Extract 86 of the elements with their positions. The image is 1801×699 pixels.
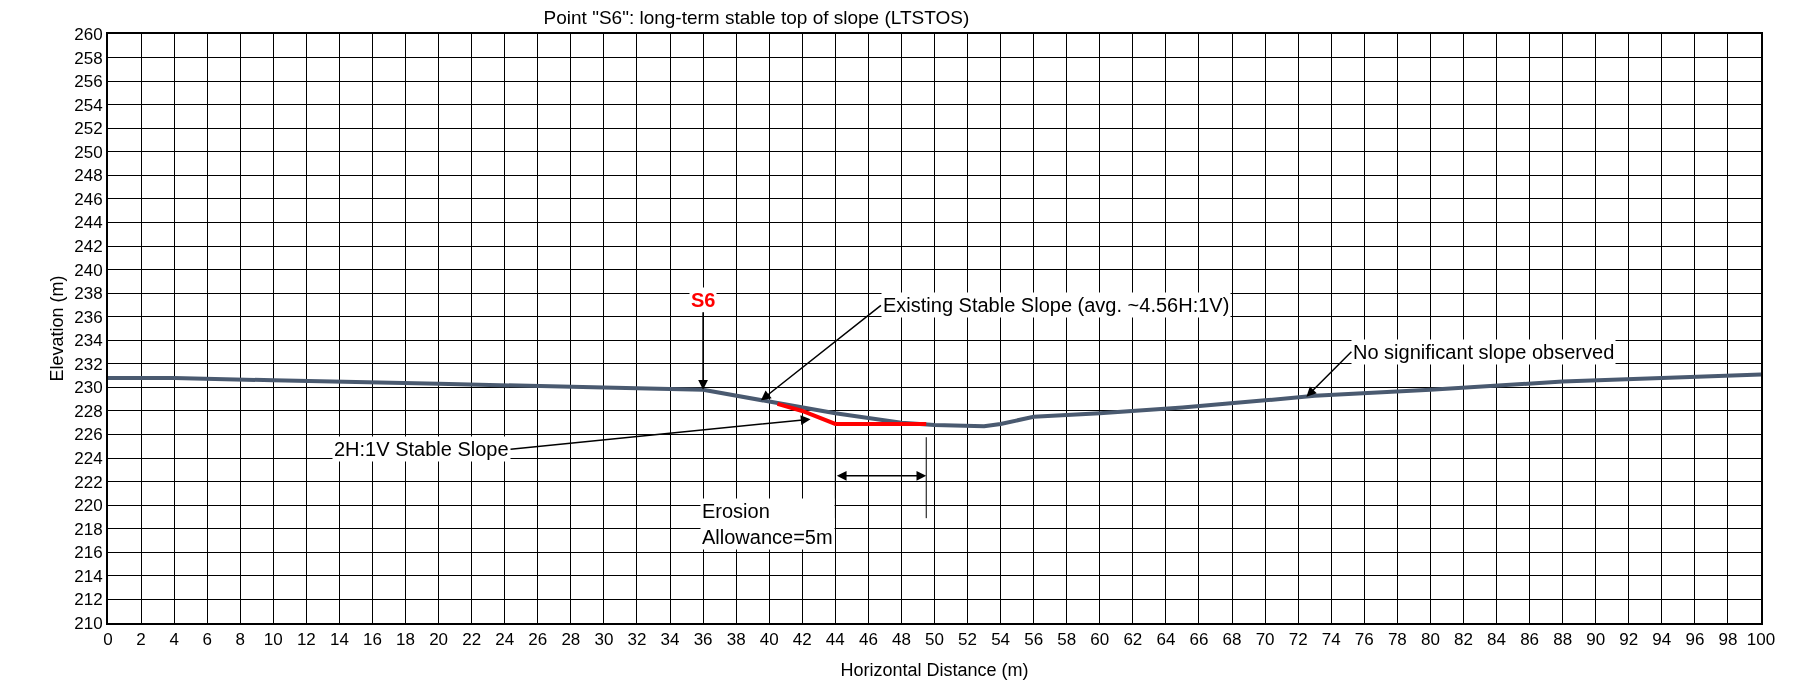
x-tick-label: 0 — [103, 630, 113, 650]
x-tick-label: 96 — [1685, 630, 1705, 650]
x-tick-label: 80 — [1420, 630, 1440, 650]
x-tick-label: 68 — [1222, 630, 1242, 650]
x-tick-label: 34 — [660, 630, 680, 650]
x-tick-label: 28 — [561, 630, 581, 650]
y-tick-label: 228 — [74, 401, 103, 421]
y-tick-label: 246 — [74, 189, 103, 209]
x-tick-label: 38 — [726, 630, 746, 650]
x-tick-label: 72 — [1288, 630, 1308, 650]
y-tick-label: 222 — [74, 472, 103, 492]
x-tick-label: 58 — [1057, 630, 1077, 650]
x-tick-label: 8 — [235, 630, 245, 650]
x-tick-label: 74 — [1321, 630, 1341, 650]
y-tick-label: 224 — [74, 449, 103, 469]
x-tick-label: 78 — [1387, 630, 1407, 650]
x-tick-label: 90 — [1586, 630, 1606, 650]
x-tick-label: 36 — [693, 630, 713, 650]
y-tick-label: 218 — [74, 519, 103, 539]
y-tick-label: 234 — [74, 331, 103, 351]
y-tick-label: 260 — [74, 24, 103, 44]
y-tick-label: 252 — [74, 119, 103, 139]
x-tick-label: 52 — [958, 630, 978, 650]
y-tick-label: 214 — [74, 566, 103, 586]
x-tick-label: 20 — [429, 630, 449, 650]
x-tick-label: 26 — [528, 630, 548, 650]
x-tick-label: 76 — [1354, 630, 1374, 650]
x-tick-label: 98 — [1718, 630, 1738, 650]
y-tick-label: 258 — [74, 48, 103, 68]
y-tick-label: 248 — [74, 166, 103, 186]
x-tick-label: 62 — [1123, 630, 1143, 650]
x-tick-label: 30 — [594, 630, 614, 650]
y-tick-label: 250 — [74, 142, 103, 162]
x-tick-label: 94 — [1652, 630, 1672, 650]
x-tick-label: 18 — [396, 630, 415, 650]
annotation: No significant slope observed — [1353, 341, 1615, 363]
x-tick-label: 4 — [169, 630, 179, 650]
x-tick-label: 42 — [792, 630, 812, 650]
x-tick-label: 14 — [329, 630, 349, 650]
x-tick-label: 100 — [1746, 630, 1776, 650]
x-tick-label: 56 — [1024, 630, 1044, 650]
x-tick-label: 92 — [1619, 630, 1639, 650]
y-tick-label: 244 — [74, 213, 103, 233]
x-tick-label: 2 — [136, 630, 146, 650]
y-axis-title: Elevation (m) — [46, 275, 67, 382]
y-tick-label: 230 — [74, 378, 103, 398]
y-tick-label: 220 — [74, 496, 103, 516]
x-tick-label: 24 — [495, 630, 515, 650]
x-tick-label: 82 — [1454, 630, 1473, 650]
x-tick-label: 32 — [627, 630, 647, 650]
x-tick-label: 86 — [1520, 630, 1540, 650]
x-tick-label: 88 — [1553, 630, 1573, 650]
y-tick-label: 210 — [74, 613, 103, 633]
x-tick-label: 22 — [462, 630, 482, 650]
x-tick-label: 70 — [1255, 630, 1275, 650]
y-tick-label: 254 — [74, 95, 103, 115]
y-tick-label: 256 — [74, 72, 103, 92]
annotation: Existing Stable Slope (avg. ~4.56H:1V) — [883, 294, 1230, 316]
x-tick-label: 60 — [1090, 630, 1110, 650]
x-tick-label: 40 — [759, 630, 779, 650]
y-tick-label: 240 — [74, 260, 103, 280]
y-tick-label: 242 — [74, 236, 103, 256]
x-tick-label: 10 — [263, 630, 283, 650]
x-tick-label: 46 — [858, 630, 878, 650]
y-tick-label: 236 — [74, 307, 103, 327]
x-tick-label: 6 — [202, 630, 212, 650]
x-tick-label: 16 — [363, 630, 382, 650]
annotation: 2H:1V Stable Slope — [334, 438, 509, 460]
x-tick-label: 44 — [825, 630, 845, 650]
x-tick-label: 54 — [991, 630, 1011, 650]
line-series — [108, 372, 1761, 429]
x-tick-label: 64 — [1156, 630, 1176, 650]
annotation: S6 — [691, 289, 716, 311]
y-tick-label: 212 — [74, 590, 103, 610]
x-tick-label: 66 — [1189, 630, 1209, 650]
x-tick-label: 12 — [296, 630, 316, 650]
y-tick-label: 238 — [74, 284, 103, 304]
y-tick-label: 216 — [74, 543, 103, 563]
chart-title: Point "S6": long-term stable top of slope (LTSTOS) — [543, 6, 970, 28]
annotation: Erosion Allowance=5m — [702, 500, 833, 548]
x-tick-label: 50 — [925, 630, 944, 650]
x-tick-label: 84 — [1487, 630, 1506, 650]
y-tick-label: 232 — [74, 354, 103, 374]
x-axis-title: Horizontal Distance (m) — [840, 660, 1029, 680]
y-tick-label: 226 — [74, 425, 103, 445]
x-tick-label: 48 — [891, 630, 911, 650]
